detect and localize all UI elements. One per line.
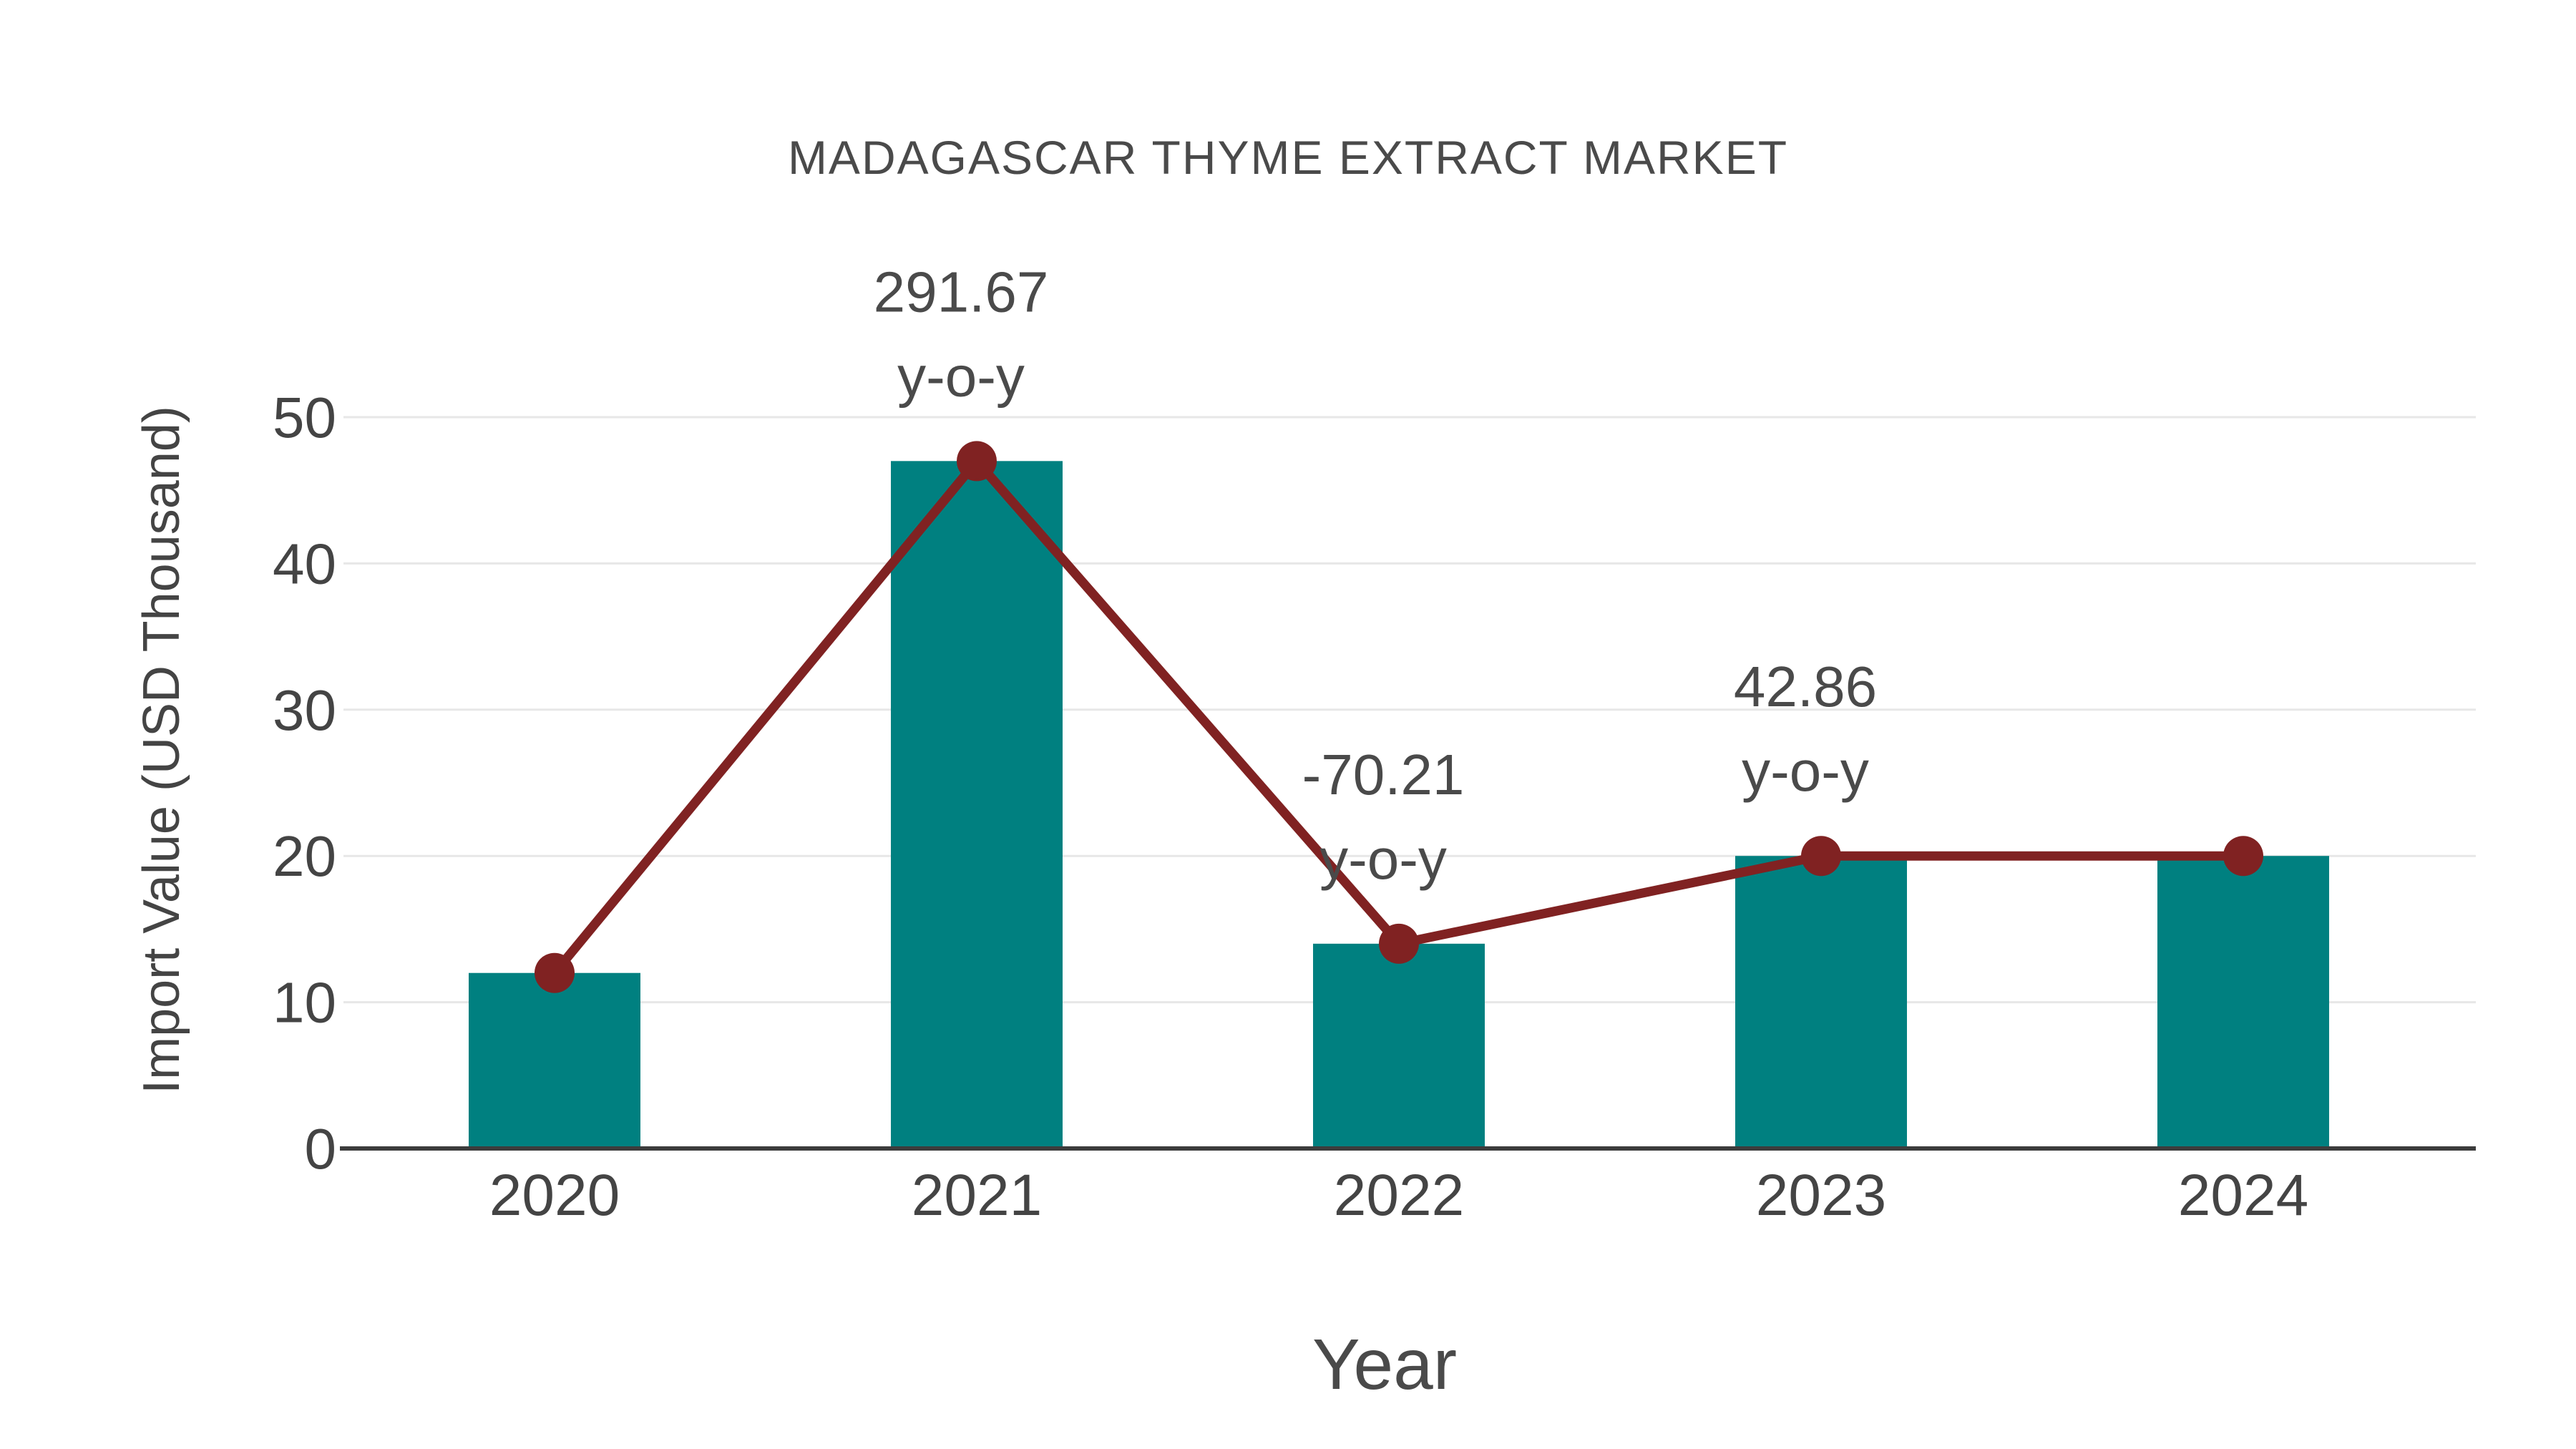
y-tick-label-0: 0 bbox=[305, 1117, 337, 1181]
trend-marker-2022 bbox=[1379, 923, 1419, 964]
trend-marker-2024 bbox=[2223, 836, 2263, 877]
x-tick-label-2020: 2020 bbox=[489, 1163, 620, 1228]
trend-line bbox=[550, 454, 2243, 976]
trend-line-layer bbox=[535, 441, 2263, 993]
gridlines-layer bbox=[343, 416, 2476, 1004]
x-tick-label-2022: 2022 bbox=[1334, 1163, 1464, 1228]
annotation-label-2023: y-o-y bbox=[1742, 739, 1869, 803]
annotation-value-2023: 42.86 bbox=[1734, 655, 1877, 718]
tick-labels-layer: 0 10 20 30 40 50 2020 2021 2022 2023 2024 bbox=[273, 386, 2308, 1228]
y-tick-label-40: 40 bbox=[273, 532, 336, 595]
bar-2022 bbox=[1313, 943, 1485, 1148]
y-tick-label-20: 20 bbox=[273, 824, 336, 888]
y-axis-title: Import Value (USD Thousand) bbox=[133, 406, 190, 1094]
trend-marker-2021 bbox=[957, 441, 997, 482]
annotation-value-2022: -70.21 bbox=[1302, 743, 1465, 806]
annotation-label-2021: y-o-y bbox=[897, 344, 1025, 408]
x-axis-title: Year bbox=[1312, 1324, 1457, 1405]
bars-layer bbox=[469, 461, 2329, 1148]
bar-2024 bbox=[2157, 856, 2329, 1148]
bar-2023 bbox=[1735, 856, 1907, 1148]
annotations-layer: 291.67 y-o-y -70.21 y-o-y 42.86 y-o-y bbox=[874, 260, 1877, 891]
annotation-label-2022: y-o-y bbox=[1319, 827, 1447, 891]
x-tick-label-2023: 2023 bbox=[1756, 1163, 1886, 1228]
x-tick-label-2021: 2021 bbox=[912, 1163, 1042, 1228]
y-tick-label-50: 50 bbox=[273, 386, 336, 449]
trend-marker-2023 bbox=[1801, 836, 1841, 877]
y-tick-label-30: 30 bbox=[273, 678, 336, 742]
bar-2020 bbox=[469, 972, 640, 1148]
chart-title: MADAGASCAR THYME EXTRACT MARKET bbox=[788, 131, 1788, 184]
y-tick-label-10: 10 bbox=[273, 971, 336, 1035]
bar-2021 bbox=[891, 461, 1063, 1148]
trend-marker-2020 bbox=[535, 952, 575, 993]
x-tick-label-2024: 2024 bbox=[2178, 1163, 2308, 1228]
annotation-value-2021: 291.67 bbox=[874, 260, 1049, 323]
